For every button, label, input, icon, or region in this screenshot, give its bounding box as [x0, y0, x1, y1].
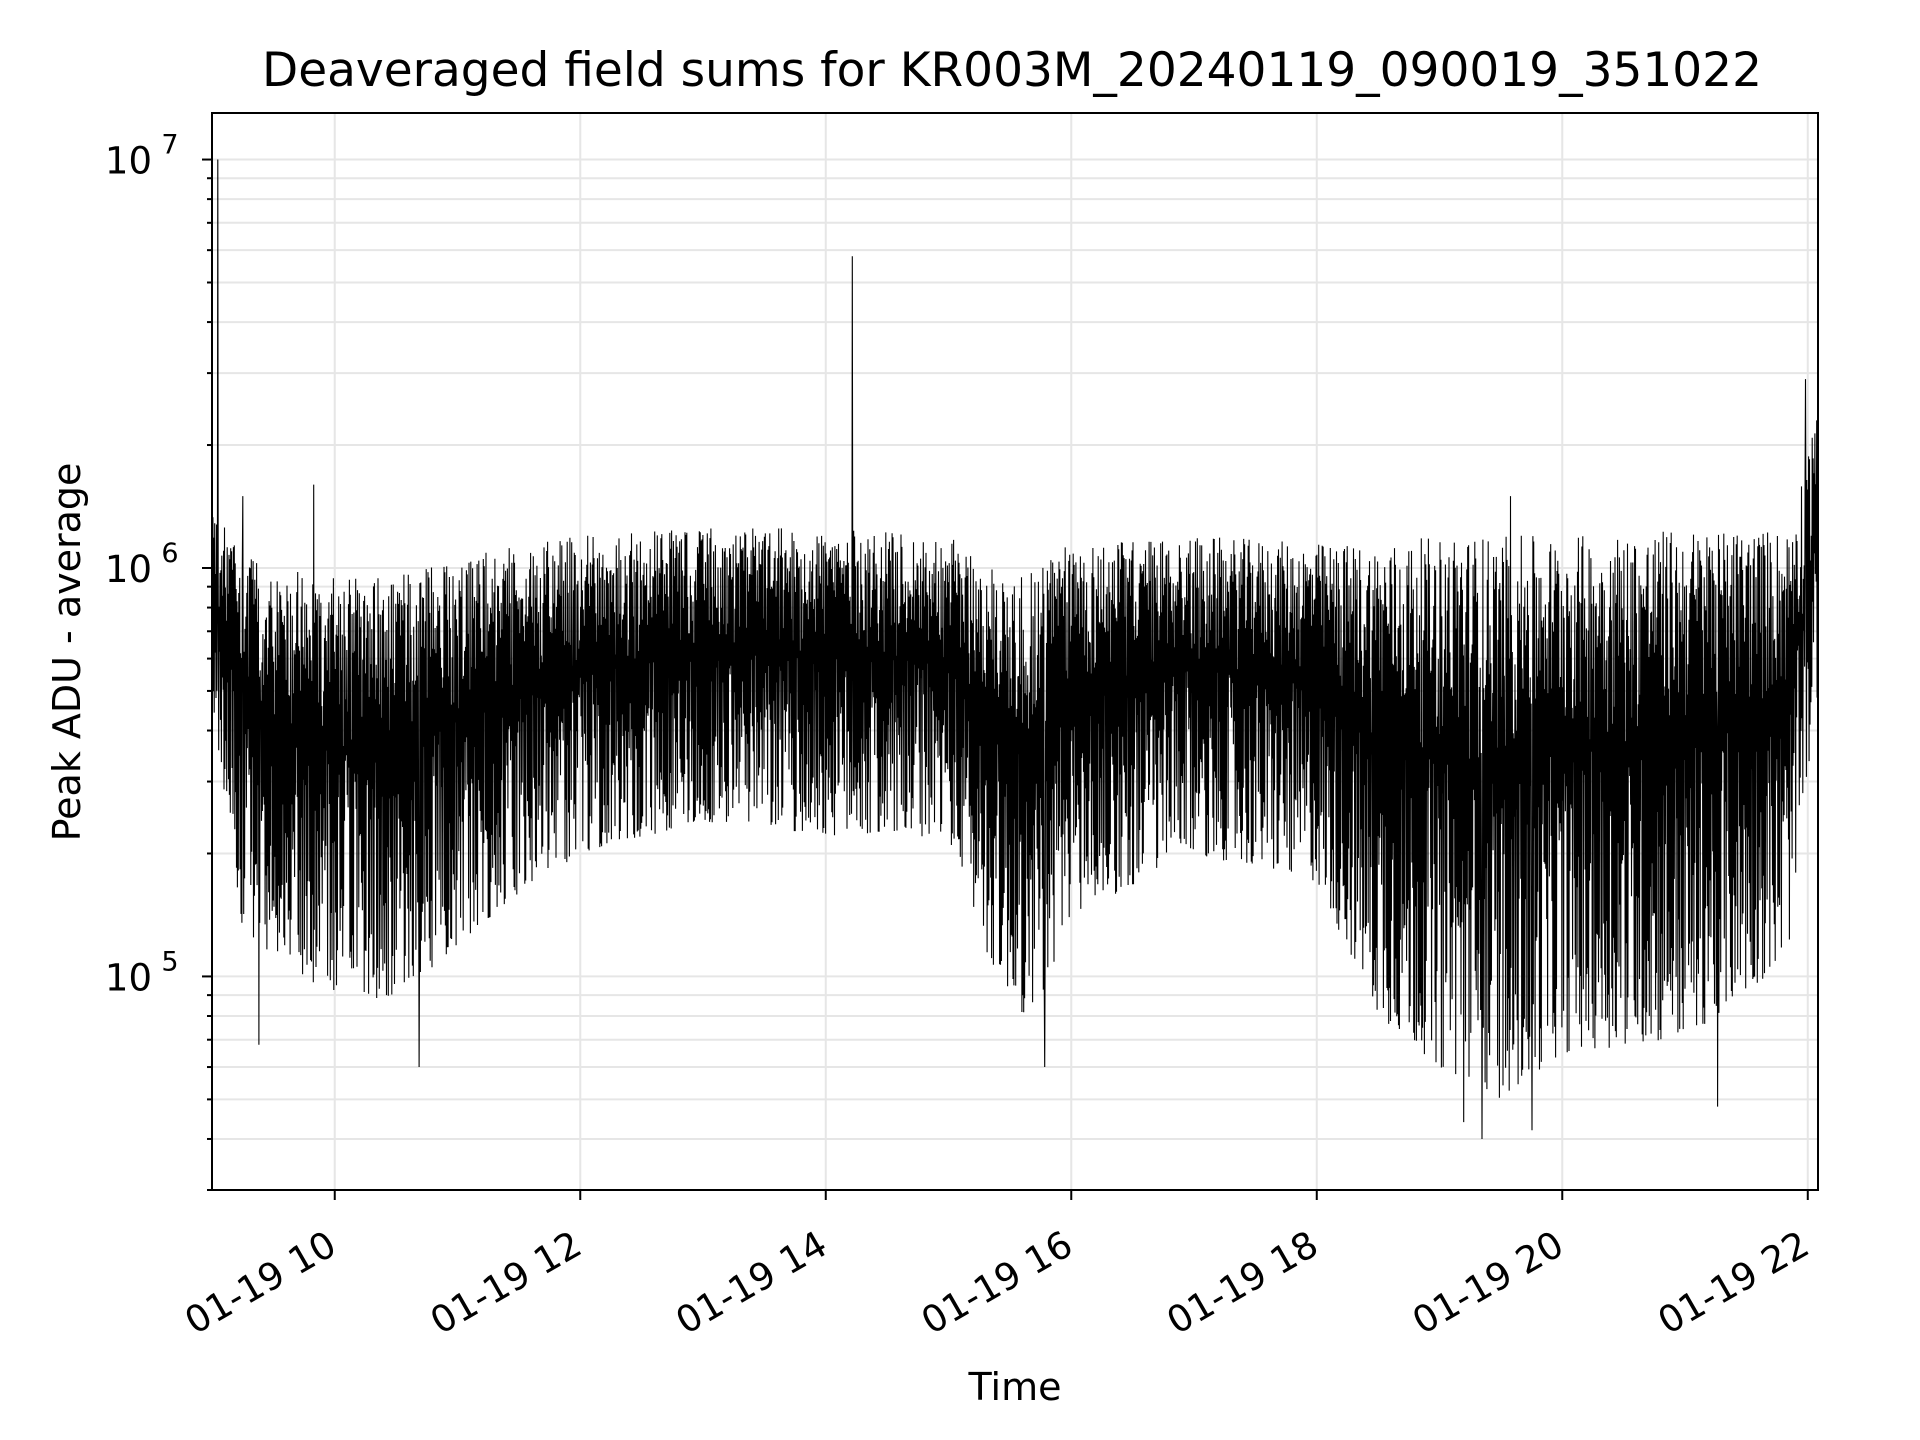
y-tick-label: 10	[105, 548, 152, 591]
y-tick-exponent: 5	[161, 946, 178, 977]
series-line	[211, 159, 1819, 1140]
y-axis: 10 5 10 6 10 7	[105, 130, 212, 1191]
y-tick-label: 10	[105, 140, 152, 183]
y-tick-exponent: 6	[161, 538, 178, 569]
x-axis-label: Time	[968, 1365, 1062, 1409]
series-trace	[211, 159, 1819, 1140]
y-tick-exponent: 7	[161, 130, 178, 161]
plot-frame	[211, 112, 1819, 1191]
chart-title: Deaveraged field sums for KR003M_2024011…	[262, 43, 1762, 98]
y-tick-label: 10	[105, 956, 152, 999]
y-axis-label: Peak ADU - average	[45, 463, 89, 842]
